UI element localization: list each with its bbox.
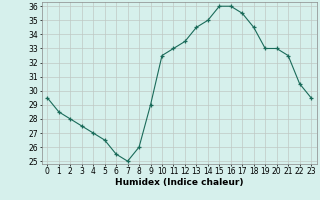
X-axis label: Humidex (Indice chaleur): Humidex (Indice chaleur)	[115, 178, 244, 187]
